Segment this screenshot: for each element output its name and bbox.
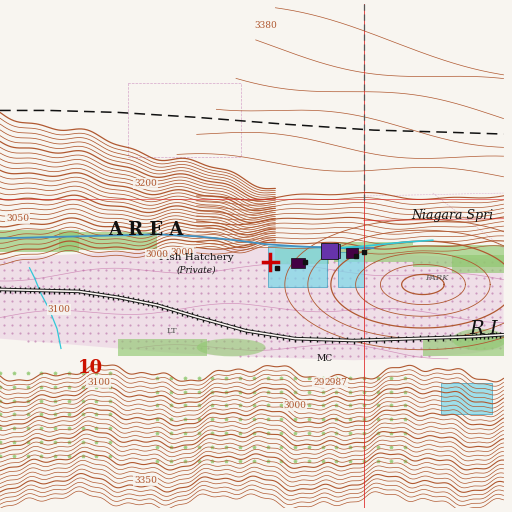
Text: 3200: 3200 (134, 179, 157, 188)
Text: 2987: 2987 (313, 378, 336, 388)
Text: A R E A: A R E A (108, 221, 183, 240)
Text: 3000: 3000 (170, 248, 194, 257)
Bar (423, 337, 503, 356)
Bar (346, 248, 358, 258)
Text: 3350: 3350 (134, 476, 157, 485)
Bar (321, 243, 338, 259)
Text: 3100: 3100 (48, 305, 71, 314)
Ellipse shape (453, 329, 506, 350)
Bar (413, 245, 503, 267)
Text: 3000: 3000 (145, 249, 168, 259)
Text: MC: MC (316, 354, 333, 363)
Bar (325, 244, 340, 258)
Polygon shape (0, 248, 503, 360)
Text: 3050: 3050 (6, 214, 29, 223)
Bar (118, 338, 206, 356)
Bar (453, 255, 503, 273)
Bar (267, 246, 327, 287)
Text: Fish Hatchery: Fish Hatchery (159, 253, 234, 263)
Text: 3000: 3000 (284, 401, 307, 410)
Ellipse shape (197, 338, 266, 356)
Text: (Private): (Private) (177, 265, 217, 274)
Bar (338, 252, 364, 287)
Text: LT: LT (167, 327, 178, 335)
Text: 2987: 2987 (325, 378, 348, 388)
Text: 3380: 3380 (254, 22, 277, 30)
Bar (59, 232, 157, 250)
Text: PARK: PARK (425, 273, 449, 282)
Bar (291, 258, 305, 268)
Text: R I: R I (470, 320, 498, 338)
Text: 3100: 3100 (87, 378, 110, 388)
Bar (0, 230, 79, 252)
Text: Niagara Spri: Niagara Spri (411, 209, 493, 222)
Text: 10: 10 (78, 359, 103, 377)
Bar (275, 248, 329, 264)
Bar (441, 383, 492, 414)
Bar (334, 242, 413, 262)
